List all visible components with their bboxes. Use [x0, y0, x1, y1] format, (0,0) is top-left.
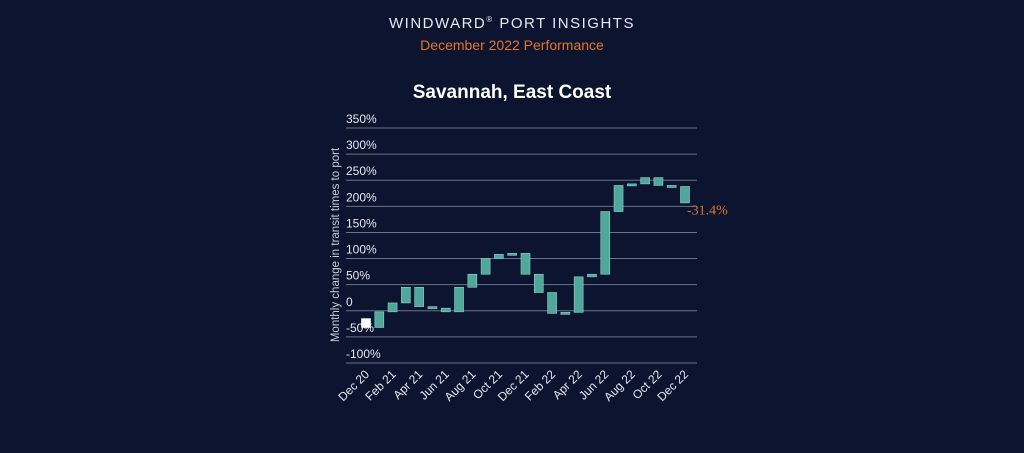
x-tick-label: Feb 21 — [362, 367, 399, 404]
y-tick-label: 350% — [346, 112, 377, 126]
y-tick-label: -100% — [346, 347, 381, 361]
y-tick-label: 50% — [346, 269, 370, 283]
bar — [440, 307, 451, 313]
bar — [533, 273, 544, 293]
bar — [547, 292, 557, 314]
bar — [401, 286, 411, 304]
bar — [587, 273, 597, 278]
bar — [480, 258, 491, 275]
brand-line: WINDWARD® PORT INSIGHTS — [389, 15, 635, 32]
bar — [640, 177, 650, 185]
brand: WINDWARD — [389, 15, 486, 32]
bar — [666, 185, 677, 188]
brand-mark: ® — [486, 15, 493, 24]
bar — [560, 312, 571, 315]
bar — [653, 177, 664, 186]
bar — [680, 186, 690, 204]
y-tick-label: 200% — [346, 190, 377, 204]
x-tick-label: Feb 22 — [522, 367, 559, 404]
chart-title: Savannah, East Coast — [413, 82, 612, 103]
y-tick-label: 300% — [346, 138, 377, 152]
product: PORT INSIGHTS — [499, 15, 635, 32]
bar — [414, 286, 424, 307]
bar — [427, 306, 438, 309]
y-tick-label: 100% — [346, 243, 377, 257]
y-axis-label: Monthly change in transit times to port — [330, 147, 342, 342]
bar — [387, 302, 398, 313]
y-tick-label: 250% — [346, 164, 377, 178]
subtitle: December 2022 Performance — [420, 37, 604, 53]
bar — [613, 185, 624, 212]
annotation: -31.4% — [687, 204, 728, 219]
bar — [573, 276, 584, 313]
y-tick-label: 150% — [346, 216, 377, 230]
bar — [454, 286, 464, 313]
y-tick-label: 0 — [346, 295, 353, 309]
bar — [494, 254, 504, 259]
bar — [507, 253, 518, 256]
bar — [361, 318, 371, 328]
bar — [374, 311, 385, 328]
bar — [627, 183, 637, 187]
bar — [520, 253, 531, 275]
bar — [467, 273, 478, 288]
bar — [600, 211, 611, 275]
